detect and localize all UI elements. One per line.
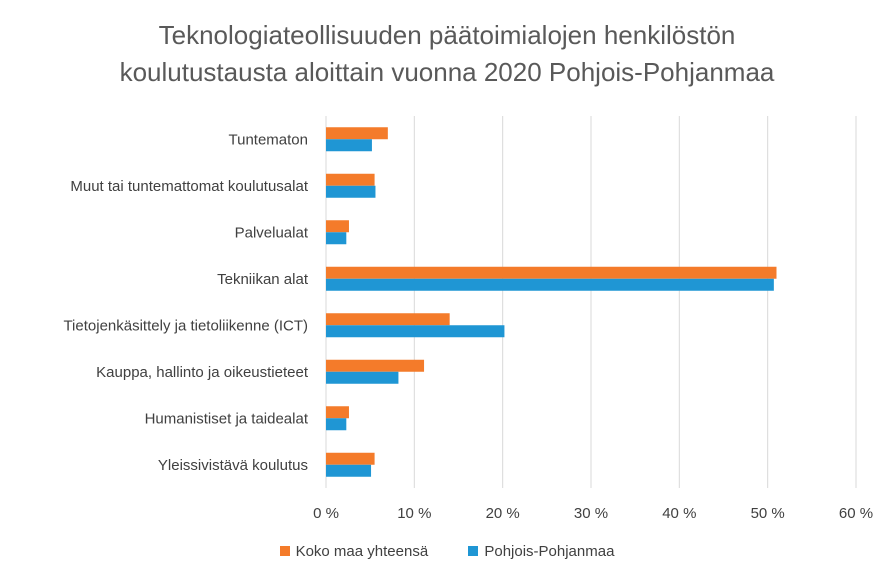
bar-koko-maa — [326, 359, 425, 372]
category-label: Tietojenkäsittely ja tietoliikenne (ICT) — [63, 317, 308, 334]
x-tick-label: 60 % — [839, 505, 873, 522]
bar-pohjois-pohjanmaa — [326, 418, 347, 431]
legend-swatch-koko-maa — [279, 546, 290, 557]
legend-item-pohjois-pohjanmaa: Pohjois-Pohjanmaa — [468, 543, 614, 560]
category-label: Yleissivistävä koulutus — [158, 457, 308, 474]
bar-koko-maa — [326, 313, 450, 326]
x-tick-label: 0 % — [313, 505, 339, 522]
bar-koko-maa — [326, 173, 375, 186]
bar-pohjois-pohjanmaa — [326, 278, 774, 291]
legend: Koko maa yhteensä Pohjois-Pohjanmaa — [0, 543, 894, 560]
bar-pohjois-pohjanmaa — [326, 139, 372, 152]
legend-swatch-pohjois-pohjanmaa — [468, 546, 479, 557]
category-label: Tuntematon — [229, 131, 309, 148]
category-label: Humanistiset ja taidealat — [145, 410, 309, 427]
category-label: Palvelualat — [235, 224, 309, 241]
bar-pohjois-pohjanmaa — [326, 325, 505, 338]
bar-koko-maa — [326, 266, 777, 279]
bar-koko-maa — [326, 452, 375, 465]
chart-title-line-1: Teknologiateollisuuden päätoimialojen he… — [158, 20, 736, 50]
bar-koko-maa — [326, 406, 349, 419]
category-label: Kauppa, hallinto ja oikeustieteet — [96, 364, 309, 381]
x-tick-label: 10 % — [397, 505, 431, 522]
bar-pohjois-pohjanmaa — [326, 232, 347, 245]
x-tick-label: 20 % — [486, 505, 520, 522]
x-tick-label: 30 % — [574, 505, 608, 522]
legend-item-koko-maa: Koko maa yhteensä — [279, 543, 429, 560]
legend-label-pohjois-pohjanmaa: Pohjois-Pohjanmaa — [484, 543, 615, 560]
chart-title-line-2: koulutustausta aloittain vuonna 2020 Poh… — [119, 57, 775, 87]
bar-koko-maa — [326, 127, 388, 140]
bar-koko-maa — [326, 220, 349, 233]
x-tick-label: 40 % — [662, 505, 696, 522]
x-tick-label: 50 % — [751, 505, 785, 522]
bar-pohjois-pohjanmaa — [326, 185, 376, 198]
legend-label-koko-maa: Koko maa yhteensä — [295, 543, 429, 560]
category-label: Muut tai tuntemattomat koulutusalat — [70, 178, 308, 195]
bar-pohjois-pohjanmaa — [326, 464, 372, 477]
bar-pohjois-pohjanmaa — [326, 371, 399, 384]
category-label: Tekniikan alat — [217, 271, 309, 288]
